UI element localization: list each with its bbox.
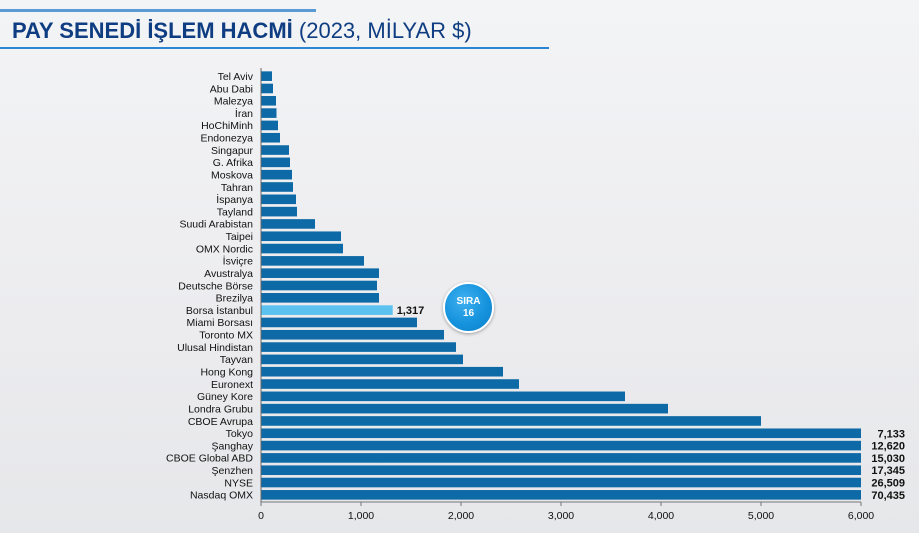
category-label: Avustralya [204,268,253,280]
category-label: Şenzhen [212,465,254,477]
category-label: İspanya [216,193,253,206]
bar-9 [261,182,293,192]
bar-31 [261,453,861,463]
category-label: Tokyo [226,428,254,440]
bar-2 [261,95,276,106]
bar-24 [261,366,503,377]
bar-0 [261,71,272,81]
data-label: 70,435 [871,490,905,502]
x-tick-label: 3,000 [548,510,574,522]
bar-1 [261,83,273,94]
category-label: CBOE Avrupa [188,416,253,428]
bar-15 [261,256,364,266]
category-label: Malezya [214,96,253,108]
category-label: Nasdaq OMX [190,490,253,502]
data-label: 26,509 [871,478,905,490]
data-label: 7,133 [877,428,905,440]
category-label: Ulusal Hindistan [177,342,253,354]
bar-33 [261,477,861,488]
bar-18 [261,293,379,303]
category-label: Tahran [221,182,253,194]
category-label: Brezilya [216,293,254,305]
data-label: 1,317 [397,305,425,317]
category-label: Hong Kong [200,367,253,379]
category-label: Londra Grubu [188,403,253,415]
bar-16 [261,268,379,278]
x-tick-label: 0 [258,510,264,522]
category-label: Güney Kore [197,391,253,403]
category-label: HoChiMinh [201,120,253,132]
data-label: 12,620 [871,441,905,453]
rank-badge-label: SIRA [456,295,481,307]
data-label: 15,030 [871,453,905,465]
category-label: Suudi Arabistan [179,219,253,231]
bar-19 [261,305,393,315]
bar-20 [261,317,417,328]
category-label: NYSE [224,477,253,489]
bar-30 [261,440,861,451]
bar-17 [261,280,377,291]
bar-7 [261,157,290,168]
bar-23 [261,354,463,365]
bar-12 [261,219,315,229]
bar-25 [261,379,519,389]
category-label: Taipei [226,231,253,243]
bar-4 [261,120,278,131]
category-label: Moskova [211,169,253,181]
bar-21 [261,329,444,340]
bar-29 [261,428,861,439]
bar-10 [261,194,296,205]
bar-34 [261,490,861,500]
category-label: Şanghay [212,440,254,452]
bar-28 [261,416,761,426]
category-label: İsviçre [223,255,253,268]
category-label: Borsa İstanbul [186,304,253,317]
category-label: G. Afrika [213,157,253,169]
category-label: Singapur [211,145,254,157]
category-label: CBOE Global ABD [166,453,253,465]
category-label: Miami Borsası [186,317,253,329]
title-underline [0,47,549,49]
x-tick-label: 5,000 [748,510,774,522]
x-tick-label: 6,000 [848,510,874,522]
category-label: Toronto MX [199,330,253,342]
category-label: Abu Dabi [210,83,253,95]
category-label: Deutsche Börse [178,280,253,292]
bar-11 [261,206,297,217]
rank-badge-value: 16 [462,307,475,319]
x-tick-label: 4,000 [648,510,674,522]
category-label: İran [235,107,253,120]
page-title: PAY SENEDİ İŞLEM HACMİ (2023, MİLYAR $) [12,18,472,44]
data-label: 17,345 [871,465,905,477]
category-label: Euronext [211,379,253,391]
bar-3 [261,108,277,118]
category-label: Tel Aviv [218,71,254,83]
x-tick-label: 1,000 [348,510,374,522]
x-tick-label: 2,000 [448,510,474,522]
bar-5 [261,132,280,143]
bar-13 [261,231,341,242]
bar-8 [261,169,292,180]
bar-27 [261,403,668,414]
category-label: Tayvan [220,354,253,366]
category-label: Tayland [217,206,253,218]
title-main: PAY SENEDİ İŞLEM HACMİ [12,18,293,43]
bar-32 [261,465,861,476]
bar-26 [261,391,625,402]
rank-badge: SIRA 16 [443,282,494,333]
title-subtitle: (2023, MİLYAR $) [298,18,472,43]
bar-6 [261,145,289,155]
category-label: OMX Nordic [196,243,253,255]
bar-14 [261,243,343,254]
category-label: Endonezya [200,133,253,145]
bar-22 [261,342,456,352]
top-accent-rule [0,9,316,12]
